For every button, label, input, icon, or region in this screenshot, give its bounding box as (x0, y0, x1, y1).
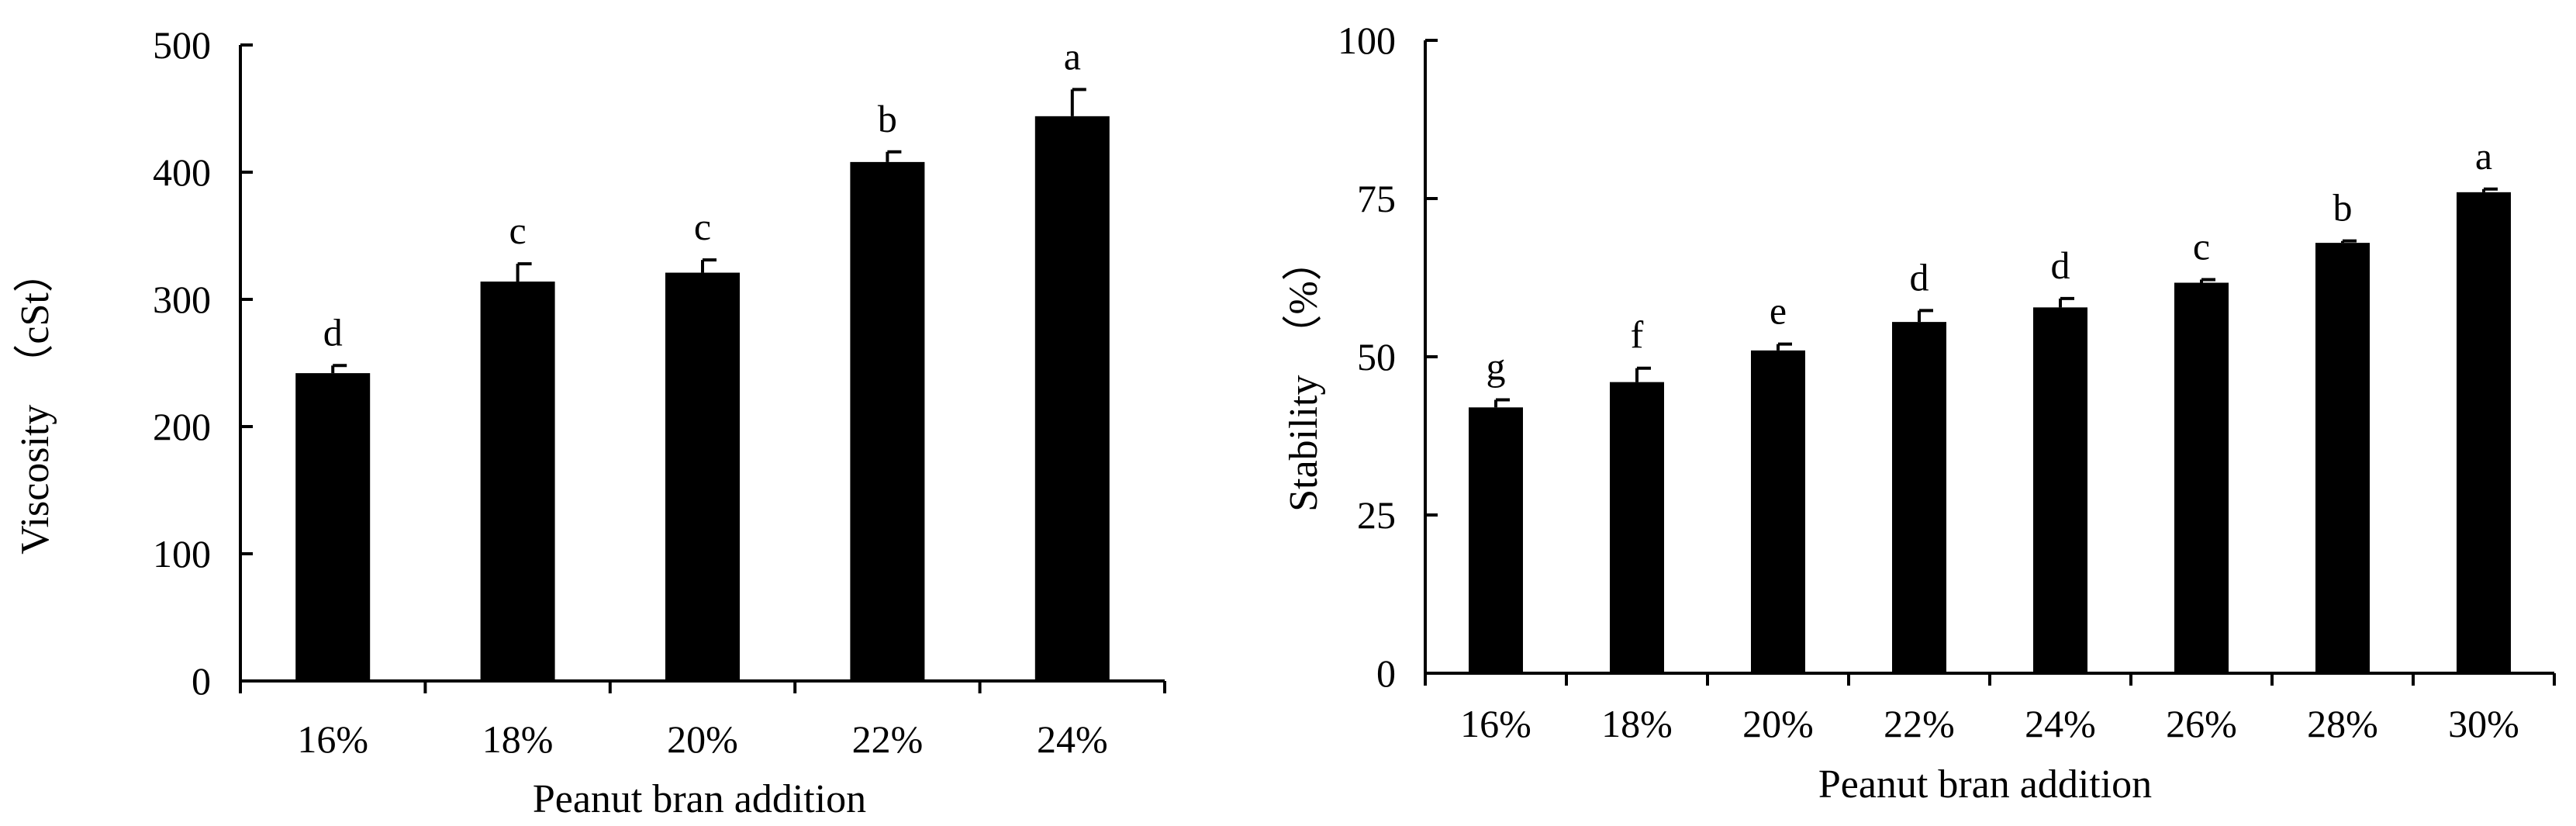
stability-y-tick-label: 75 (1357, 177, 1396, 220)
stability-y-axis-title: Stability （%） (1282, 240, 1326, 512)
stability-category-label: 16% (1460, 702, 1531, 745)
stability-significance-label: g (1487, 344, 1506, 388)
stability-bar (2033, 307, 2087, 673)
stability-significance-label: d (2051, 244, 2070, 287)
viscosity-y-tick-label: 0 (192, 659, 211, 703)
viscosity-significance-label: d (323, 310, 343, 354)
stability-category-label: 22% (1884, 702, 1955, 745)
stability-category-label: 30% (2448, 702, 2519, 745)
viscosity-bar (665, 272, 740, 681)
viscosity-y-tick-label: 100 (153, 532, 211, 575)
stability-significance-label: b (2333, 186, 2353, 230)
viscosity-significance-label: c (694, 205, 711, 248)
viscosity-significance-label: b (878, 97, 897, 140)
viscosity-bar (295, 373, 371, 681)
viscosity-significance-label: c (509, 209, 526, 252)
viscosity-category-label: 20% (667, 717, 738, 761)
viscosity-bar (1034, 116, 1110, 682)
stability-bar (1469, 407, 1523, 673)
stability-y-tick-label: 0 (1376, 651, 1396, 695)
stability-significance-label: e (1770, 289, 1787, 333)
stability-category-label: 26% (2166, 702, 2237, 745)
stability-chart: Stability （%） Peanut bran addition 0 25 50… (1282, 19, 2556, 807)
stability-category-label: 24% (2025, 702, 2096, 745)
viscosity-category-label: 22% (852, 717, 924, 761)
stability-significance-label: f (1631, 313, 1644, 357)
viscosity-y-tick-label: 300 (153, 278, 211, 321)
stability-category-label: 28% (2307, 702, 2378, 745)
viscosity-x-axis-title: Peanut bran addition (533, 777, 866, 821)
viscosity-category-label: 18% (482, 717, 554, 761)
stability-bar (2174, 282, 2229, 673)
stability-bar (2457, 192, 2511, 674)
stability-category-label: 20% (1742, 702, 1814, 745)
stability-category-label: 18% (1601, 702, 1673, 745)
viscosity-y-tick-label: 200 (153, 405, 211, 448)
viscosity-significance-label: a (1064, 34, 1081, 78)
viscosity-category-label: 24% (1037, 717, 1108, 761)
stability-bar (1751, 350, 1805, 673)
stability-significance-label: d (1910, 255, 1929, 299)
viscosity-y-axis-title: Viscosity （cSt） (13, 252, 57, 555)
stability-bar (2315, 243, 2370, 673)
viscosity-marks: 0 100 200 300 400 500 d 16% c 18% c 20% b 22% a 24% (153, 23, 1166, 761)
viscosity-y-tick-label: 500 (153, 23, 211, 67)
stability-bar (1892, 322, 1946, 673)
viscosity-chart: Viscosity （cSt） Peanut bran addition 0 10… (13, 23, 1166, 821)
stability-y-tick-label: 100 (1338, 19, 1396, 62)
stability-significance-label: a (2475, 134, 2492, 178)
stability-y-tick-label: 50 (1357, 335, 1396, 378)
viscosity-bar (850, 161, 925, 681)
viscosity-y-tick-label: 400 (153, 150, 211, 194)
stability-y-tick-label: 25 (1357, 493, 1396, 537)
viscosity-bar (480, 282, 555, 681)
stability-x-axis-title: Peanut bran addition (1818, 762, 2152, 807)
stability-bar (1610, 382, 1664, 673)
stability-significance-label: c (2193, 224, 2210, 268)
stability-marks: 0 25 50 75 100 g 16% f 18% e 20% d 22% d 24% c 26% b 28% a 3… (1338, 19, 2556, 745)
viscosity-category-label: 16% (297, 717, 368, 761)
